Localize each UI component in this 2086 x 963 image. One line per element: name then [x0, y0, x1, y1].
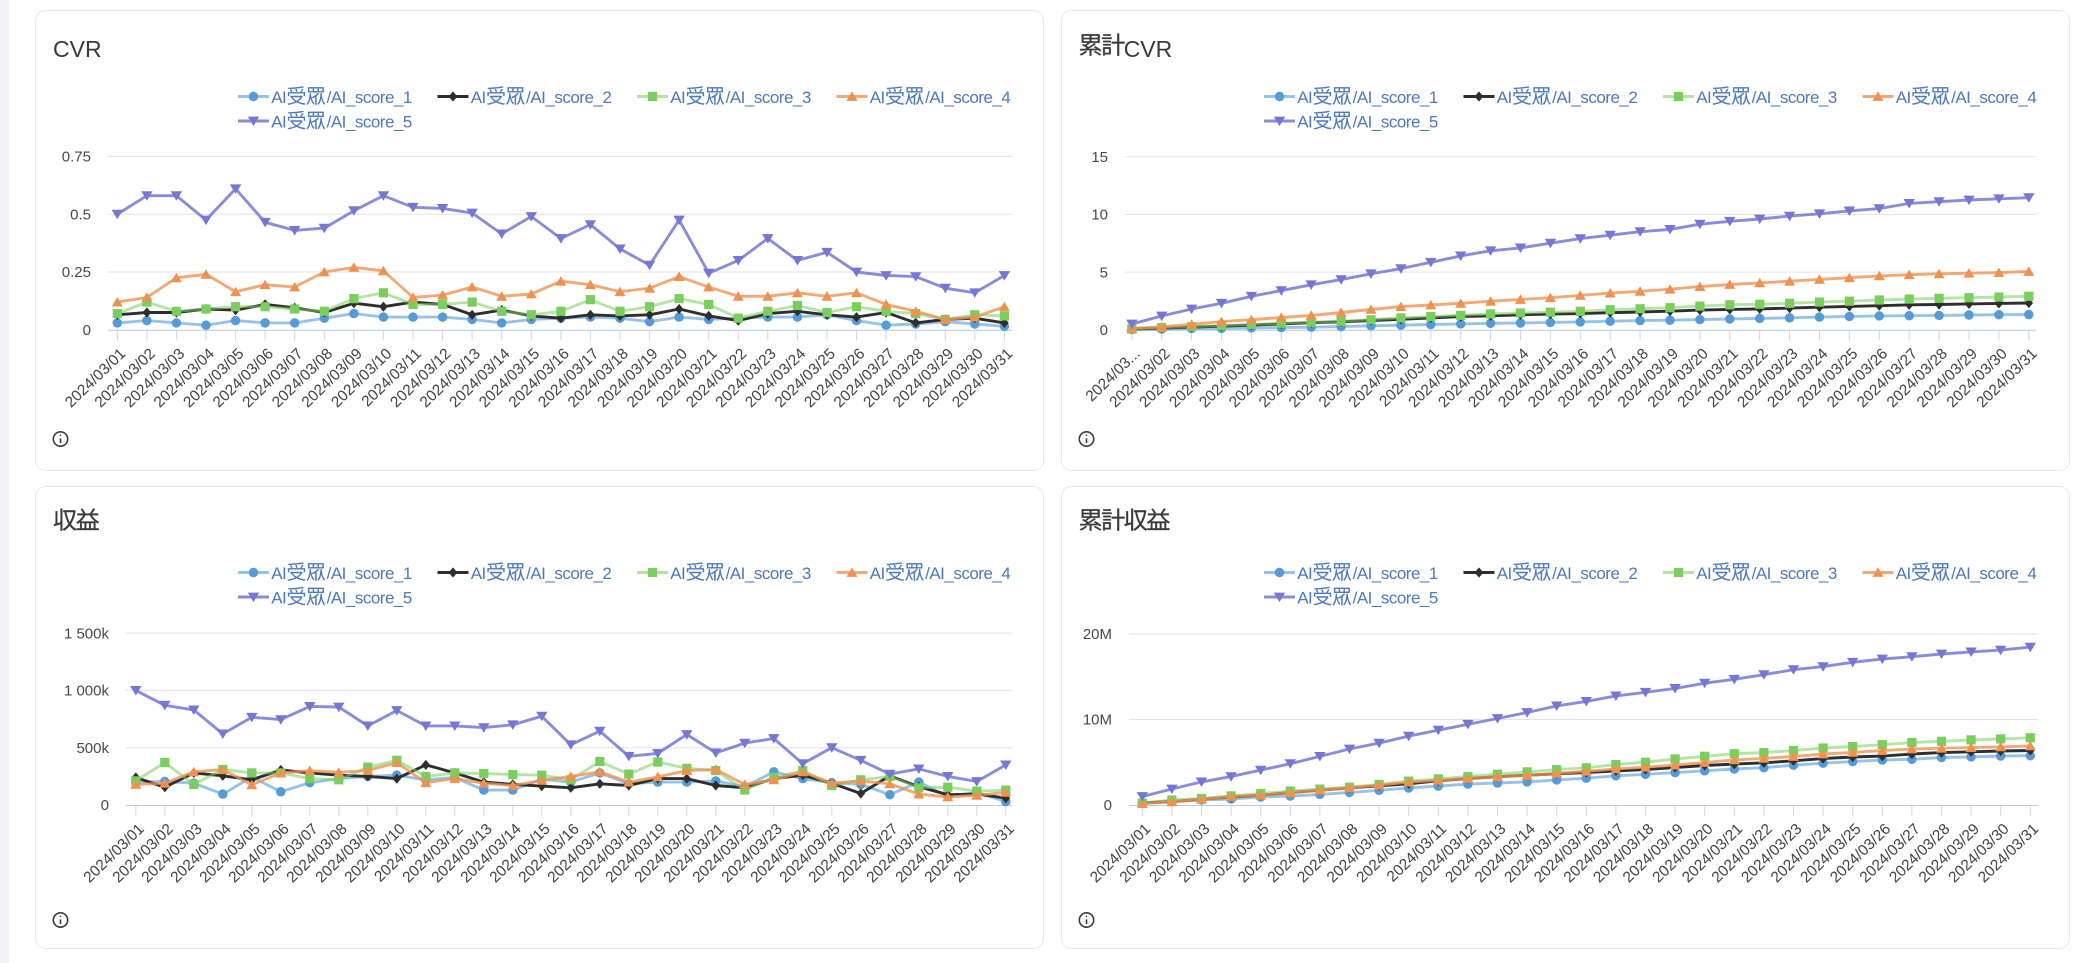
svg-text:AI: AI — [1297, 564, 1312, 583]
svg-text:/AI_score_2: /AI_score_2 — [526, 564, 611, 583]
svg-text:/AI_score_1: /AI_score_1 — [1353, 88, 1438, 107]
svg-text:1 500k: 1 500k — [64, 625, 110, 642]
svg-text:5: 5 — [1100, 264, 1108, 281]
svg-text:/AI_score_2: /AI_score_2 — [526, 88, 611, 107]
svg-text:10M: 10M — [1083, 712, 1112, 729]
svg-text:10: 10 — [1091, 207, 1108, 224]
svg-text:/AI_score_3: /AI_score_3 — [726, 88, 811, 107]
svg-text:0: 0 — [101, 797, 109, 814]
svg-text:AI: AI — [1696, 88, 1711, 107]
svg-text:AI: AI — [1497, 564, 1512, 583]
svg-text:AI: AI — [670, 88, 685, 107]
svg-text:AI: AI — [1896, 564, 1911, 583]
svg-text:/AI_score_3: /AI_score_3 — [1752, 564, 1837, 583]
svg-text:500k: 500k — [76, 740, 109, 757]
svg-text:CVR: CVR — [53, 36, 102, 62]
svg-text:/AI_score_5: /AI_score_5 — [1353, 588, 1438, 607]
svg-text:/AI_score_5: /AI_score_5 — [327, 112, 412, 131]
svg-text:0: 0 — [1104, 797, 1112, 814]
svg-text:/AI_score_3: /AI_score_3 — [1752, 88, 1837, 107]
svg-text:0.5: 0.5 — [70, 206, 91, 223]
svg-text:AI: AI — [271, 564, 286, 583]
svg-text:0.75: 0.75 — [62, 149, 91, 166]
svg-text:AI: AI — [1297, 588, 1312, 607]
svg-text:AI: AI — [271, 88, 286, 107]
svg-text:/AI_score_4: /AI_score_4 — [1951, 88, 2036, 107]
svg-text:0: 0 — [1100, 322, 1108, 339]
svg-text:CVR: CVR — [1124, 36, 1173, 62]
svg-text:AI: AI — [1896, 88, 1911, 107]
svg-text:AI: AI — [870, 88, 885, 107]
svg-text:1 000k: 1 000k — [64, 683, 110, 700]
svg-text:AI: AI — [1696, 564, 1711, 583]
svg-text:/AI_score_2: /AI_score_2 — [1552, 88, 1637, 107]
svg-text:AI: AI — [271, 588, 286, 607]
svg-text:/AI_score_1: /AI_score_1 — [327, 88, 412, 107]
svg-text:/AI_score_1: /AI_score_1 — [1353, 564, 1438, 583]
svg-text:/AI_score_2: /AI_score_2 — [1552, 564, 1637, 583]
svg-text:AI: AI — [471, 88, 486, 107]
svg-text:AI: AI — [471, 564, 486, 583]
svg-text:/AI_score_4: /AI_score_4 — [1951, 564, 2036, 583]
svg-text:/AI_score_5: /AI_score_5 — [327, 588, 412, 607]
svg-text:AI: AI — [1297, 112, 1312, 131]
svg-text:20M: 20M — [1083, 626, 1112, 643]
svg-text:AI: AI — [1297, 88, 1312, 107]
svg-text:AI: AI — [870, 564, 885, 583]
svg-text:0.25: 0.25 — [62, 264, 91, 281]
svg-text:AI: AI — [670, 564, 685, 583]
svg-text:/AI_score_4: /AI_score_4 — [925, 564, 1010, 583]
svg-text:15: 15 — [1091, 149, 1108, 166]
svg-text:/AI_score_4: /AI_score_4 — [925, 88, 1010, 107]
svg-text:AI: AI — [271, 112, 286, 131]
svg-text:/AI_score_5: /AI_score_5 — [1353, 112, 1438, 131]
svg-text:/AI_score_3: /AI_score_3 — [726, 564, 811, 583]
svg-text:AI: AI — [1497, 88, 1512, 107]
svg-text:0: 0 — [83, 322, 91, 339]
svg-text:/AI_score_1: /AI_score_1 — [327, 564, 412, 583]
